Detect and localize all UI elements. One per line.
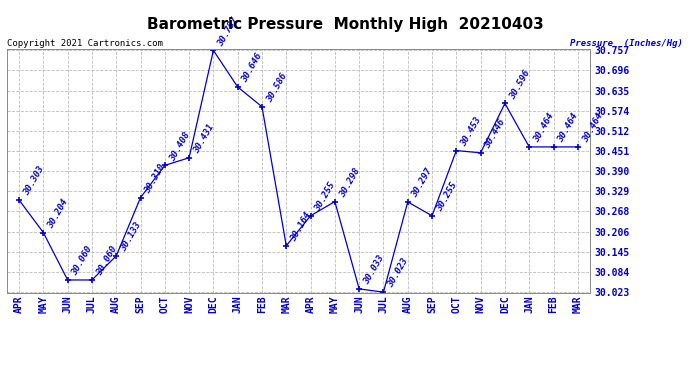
Text: 30.586: 30.586 (265, 72, 288, 104)
Text: 30.060: 30.060 (95, 245, 119, 277)
Text: 30.255: 30.255 (313, 180, 337, 213)
Text: 30.596: 30.596 (508, 68, 531, 100)
Text: Copyright 2021 Cartronics.com: Copyright 2021 Cartronics.com (7, 39, 163, 48)
Text: 30.310: 30.310 (144, 162, 167, 195)
Text: 30.133: 30.133 (119, 221, 143, 253)
Text: 30.297: 30.297 (411, 167, 435, 199)
Text: 30.204: 30.204 (46, 197, 70, 230)
Text: 30.060: 30.060 (70, 245, 95, 277)
Text: 30.464: 30.464 (532, 112, 556, 144)
Text: Pressure  (Inches/Hg): Pressure (Inches/Hg) (570, 39, 683, 48)
Text: 30.408: 30.408 (168, 130, 192, 163)
Text: 30.033: 30.033 (362, 254, 386, 286)
Text: 30.464: 30.464 (556, 112, 580, 144)
Text: 30.757: 30.757 (216, 15, 240, 48)
Text: Barometric Pressure  Monthly High  20210403: Barometric Pressure Monthly High 2021040… (146, 17, 544, 32)
Text: 30.023: 30.023 (386, 257, 410, 290)
Text: 30.446: 30.446 (484, 118, 507, 150)
Text: 30.298: 30.298 (337, 166, 362, 199)
Text: 30.164: 30.164 (289, 210, 313, 243)
Text: 30.255: 30.255 (435, 180, 459, 213)
Text: 30.453: 30.453 (459, 116, 483, 148)
Text: 30.646: 30.646 (241, 52, 264, 84)
Text: 30.431: 30.431 (192, 123, 216, 155)
Text: 30.464: 30.464 (580, 112, 604, 144)
Text: 30.303: 30.303 (22, 165, 46, 197)
